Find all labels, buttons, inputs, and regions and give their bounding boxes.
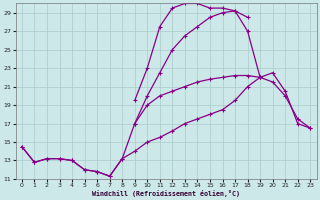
X-axis label: Windchill (Refroidissement éolien,°C): Windchill (Refroidissement éolien,°C)	[92, 190, 240, 197]
